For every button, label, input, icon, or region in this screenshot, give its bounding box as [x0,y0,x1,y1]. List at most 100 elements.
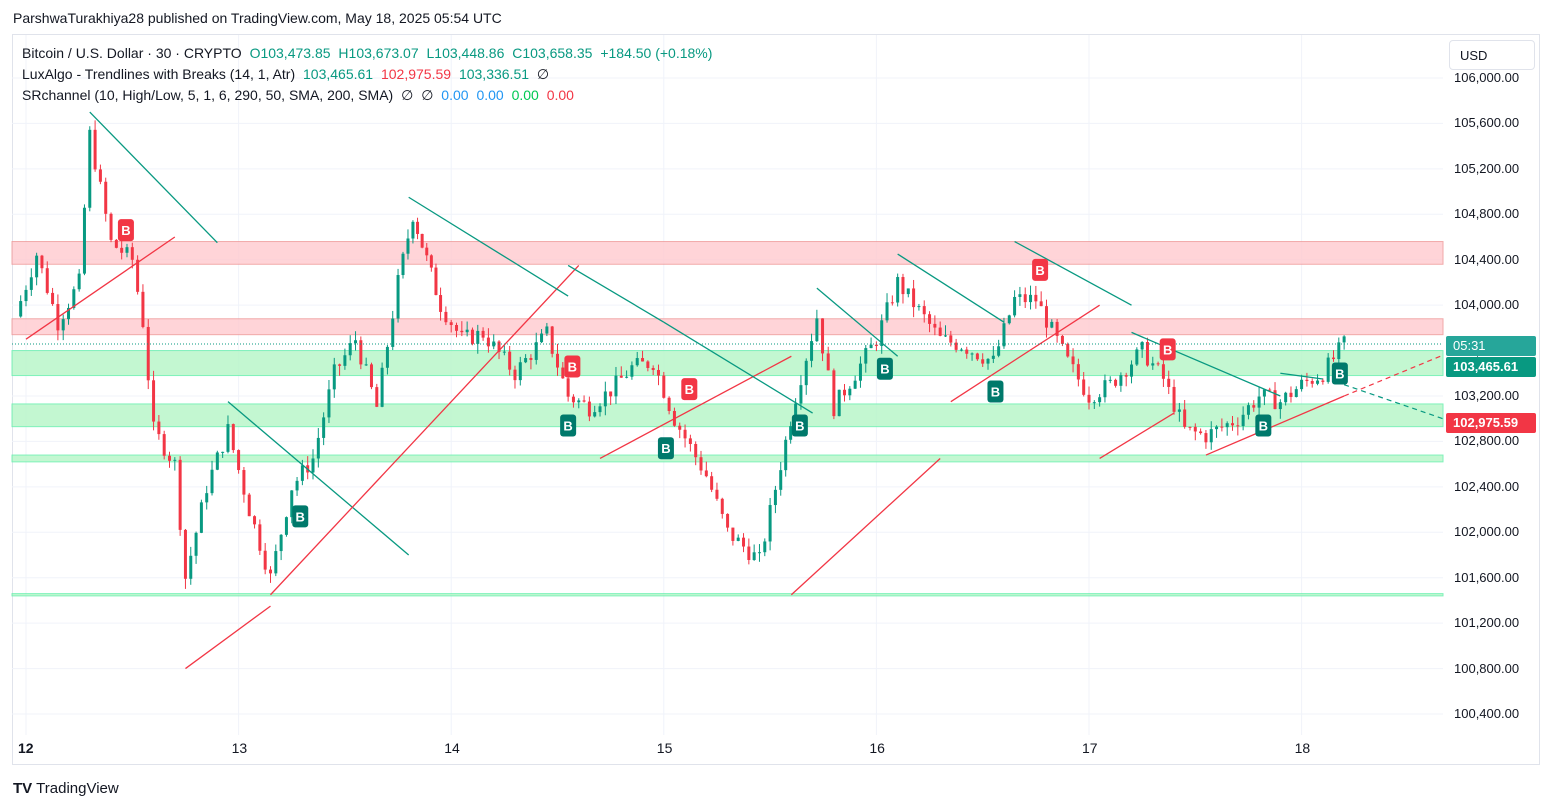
candle-down [874,344,878,346]
candle-up [492,341,496,347]
trendline-down [227,401,410,556]
candle-up [848,388,852,396]
candle-up [540,333,544,343]
brand-text: TradingView [36,780,119,797]
trendline-up [1205,395,1345,456]
candle-up [763,541,767,553]
candle-down [51,292,55,305]
candle-down [710,476,714,490]
trendline-down [663,321,813,414]
time-axis-label: 14 [444,740,460,756]
candle-up [864,348,868,364]
candle-up [917,306,921,308]
srchannel-name[interactable]: SRchannel (10, High/Low, 5, 1, 6, 290, 5… [22,87,394,103]
high-value: H103,673.07 [338,45,419,61]
candle-down [1231,423,1235,426]
luxalgo-value-3: 103,336.51 [458,66,530,82]
srchannel-value-1: ∅ [401,87,414,103]
candle-up [810,341,814,361]
candle-up [779,470,783,490]
candle-up [380,367,384,407]
candle-up [906,288,910,295]
support-zone [11,454,1444,463]
candle-down [699,457,703,471]
candle-down [439,295,443,312]
currency-button[interactable]: USD [1449,40,1535,70]
candle-down [338,364,342,366]
candle-up [518,362,522,381]
candle-up [385,346,389,368]
resistance-zone [11,241,1444,265]
candle-up [396,275,400,319]
break-label-text: B [661,441,670,456]
candle-down [508,351,512,370]
luxalgo-name[interactable]: LuxAlgo - Trendlines with Breaks (14, 1,… [22,66,296,82]
candle-up [67,307,71,320]
candle-down [981,359,985,364]
candle-down [114,239,118,248]
candle-down [1236,425,1240,427]
candle-down [130,247,134,260]
luxalgo-legend[interactable]: LuxAlgo - Trendlines with Breaks (14, 1,… [22,66,553,83]
candle-down [646,361,650,368]
bullish-break-label [657,437,674,460]
candle-down [1199,431,1203,434]
candle-down [651,367,655,370]
candle-up [784,439,788,471]
candle-down [263,550,267,570]
support-zone [11,403,1444,428]
candle-down [416,221,420,234]
candle-down [954,342,958,350]
candle-up [1342,336,1346,343]
candle-up [1007,315,1011,324]
bearish-break-label [1032,258,1049,281]
price-axis-label: 105,600.00 [1454,115,1520,131]
price-axis-label: 100,800.00 [1454,660,1520,676]
candle-up [274,551,278,574]
candle-down [455,324,459,331]
trendline-down [89,111,218,244]
candle-up [1215,426,1219,430]
break-label-text: B [563,419,572,434]
candle-up [804,360,808,386]
candle-down [901,277,905,295]
candle-down [497,341,501,352]
candle-down [242,470,246,495]
bullish-break-label [876,357,893,380]
candle-down [1034,294,1038,302]
symbol-legend[interactable]: Bitcoin / U.S. Dollar · 30 · CRYPTO O103… [22,45,716,61]
candle-up [880,320,884,346]
candle-up [401,253,405,276]
candle-down [1321,380,1325,382]
candle-up [524,358,528,363]
candle-up [1209,429,1213,443]
candle-up [1029,294,1033,303]
candle-up [1135,349,1139,365]
candle-up [1018,294,1022,297]
tradingview-logo[interactable]: TV TradingView [13,780,119,797]
break-label-text: B [296,509,305,524]
candle-down [571,396,575,403]
price-axis-label: 104,000.00 [1454,297,1520,313]
bullish-break-label [791,414,808,437]
candle-up [815,318,819,342]
break-label-text: B [685,382,694,397]
candle-up [1002,323,1006,347]
candle-down [1252,405,1256,408]
srchannel-value-5: 0.00 [511,87,539,103]
srchannel-value-4: 0.00 [476,87,504,103]
candle-down [434,267,438,296]
candle-up [736,537,740,541]
countdown-tag: 05:31 [1446,336,1536,356]
candle-down [425,247,429,256]
candle-down [247,494,251,517]
open-value: O103,473.85 [249,45,331,61]
bullish-break-label [1255,414,1272,437]
candle-down [975,353,979,360]
candle-up [1130,364,1134,377]
symbol-title[interactable]: Bitcoin / U.S. Dollar · 30 · CRYPTO [22,45,242,61]
candle-down [1156,363,1160,365]
srchannel-legend[interactable]: SRchannel (10, High/Low, 5, 1, 6, 290, 5… [22,87,578,104]
candle-down [1273,390,1277,410]
